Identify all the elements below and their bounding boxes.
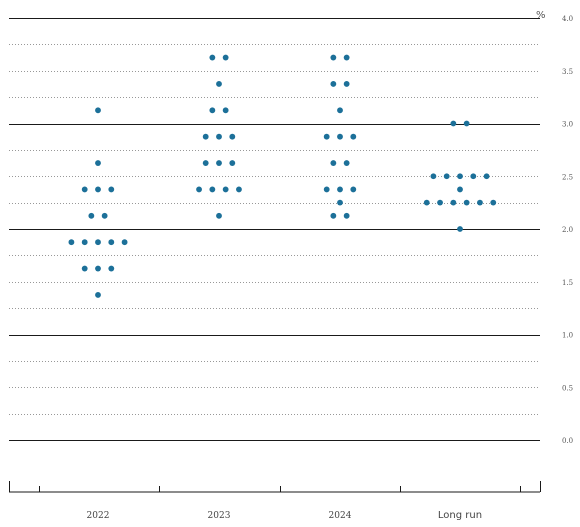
dot-point xyxy=(343,54,350,61)
x-category-label: 2024 xyxy=(329,511,352,521)
dot-point xyxy=(216,133,222,140)
dot-point xyxy=(343,212,350,219)
dot-point xyxy=(483,173,490,180)
dot-point xyxy=(337,186,343,193)
y-tick-label: 4.0 xyxy=(562,15,573,23)
y-tick-label: 0.5 xyxy=(562,384,573,392)
dot-point xyxy=(450,199,457,206)
dot-point xyxy=(343,81,350,87)
dot-point xyxy=(463,120,470,127)
dot-point xyxy=(202,133,209,140)
dot-point xyxy=(350,186,357,193)
dot-point xyxy=(95,292,101,298)
dot-point xyxy=(95,107,101,114)
dot-point xyxy=(209,186,216,193)
x-axis: 2022 2023 2024 Long run xyxy=(9,481,541,521)
y-tick-label: 2.5 xyxy=(562,173,573,181)
dots xyxy=(68,54,497,298)
y-tick-label: 1.5 xyxy=(562,279,573,287)
dot-point xyxy=(101,212,108,219)
dot-point xyxy=(209,54,216,61)
dot-point xyxy=(443,173,450,180)
dot-point xyxy=(457,226,463,232)
dot-point xyxy=(229,133,236,140)
dot-point xyxy=(330,81,337,87)
dot-point xyxy=(490,199,497,206)
x-category-label: Long run xyxy=(438,510,482,521)
dot-point xyxy=(196,186,202,193)
dot-point xyxy=(108,265,115,272)
dot-point xyxy=(350,133,357,140)
dot-point xyxy=(457,186,463,193)
dot-point xyxy=(216,81,222,87)
dot-point xyxy=(108,186,115,193)
dot-point xyxy=(121,239,128,246)
dot-point xyxy=(108,239,115,246)
dot-point xyxy=(81,186,88,193)
y-tick-label: 1.0 xyxy=(562,332,573,340)
dot-point xyxy=(337,107,343,114)
dot-point xyxy=(222,54,229,61)
dot-point xyxy=(330,160,337,166)
dot-point xyxy=(209,107,216,114)
dot-point xyxy=(216,160,222,166)
dot-point xyxy=(463,199,470,206)
dot-point xyxy=(337,133,343,140)
dot-point xyxy=(229,160,236,166)
dot-point xyxy=(423,199,430,206)
dot-point xyxy=(477,199,483,206)
dot-point xyxy=(81,265,88,272)
dot-point xyxy=(450,120,457,127)
dot-point xyxy=(68,239,75,246)
dot-point xyxy=(323,186,330,193)
dot-point xyxy=(95,160,101,166)
dot-point xyxy=(337,199,343,206)
dot-point xyxy=(88,212,95,219)
y-tick-label: 2.0 xyxy=(562,226,573,234)
y-tick-label: 3.0 xyxy=(562,121,573,129)
dot-point xyxy=(95,265,101,272)
y-tick-label: 3.5 xyxy=(562,68,573,76)
dot-point xyxy=(95,186,101,193)
dot-point xyxy=(202,160,209,166)
dot-point xyxy=(430,173,437,180)
x-category-label: 2022 xyxy=(87,511,110,521)
dot-point xyxy=(236,186,242,193)
y-axis-tick-labels: 0.0 0.5 1.0 1.5 2.0 2.5 3.0 3.5 4.0 xyxy=(562,15,573,445)
dot-point xyxy=(95,239,101,246)
x-category-label: 2023 xyxy=(208,511,231,521)
unit-label: % xyxy=(536,10,546,21)
dot-point xyxy=(437,199,443,206)
dot-point xyxy=(330,212,337,219)
dot-point xyxy=(216,212,222,219)
dot-point xyxy=(222,107,229,114)
dot-point xyxy=(323,133,330,140)
dot-point xyxy=(222,186,229,193)
dot-point xyxy=(81,239,88,246)
dot-point xyxy=(470,173,477,180)
dot-point xyxy=(343,160,350,166)
dot-point xyxy=(457,173,463,180)
y-tick-label: 0.0 xyxy=(562,437,573,445)
dot-point xyxy=(330,54,337,61)
